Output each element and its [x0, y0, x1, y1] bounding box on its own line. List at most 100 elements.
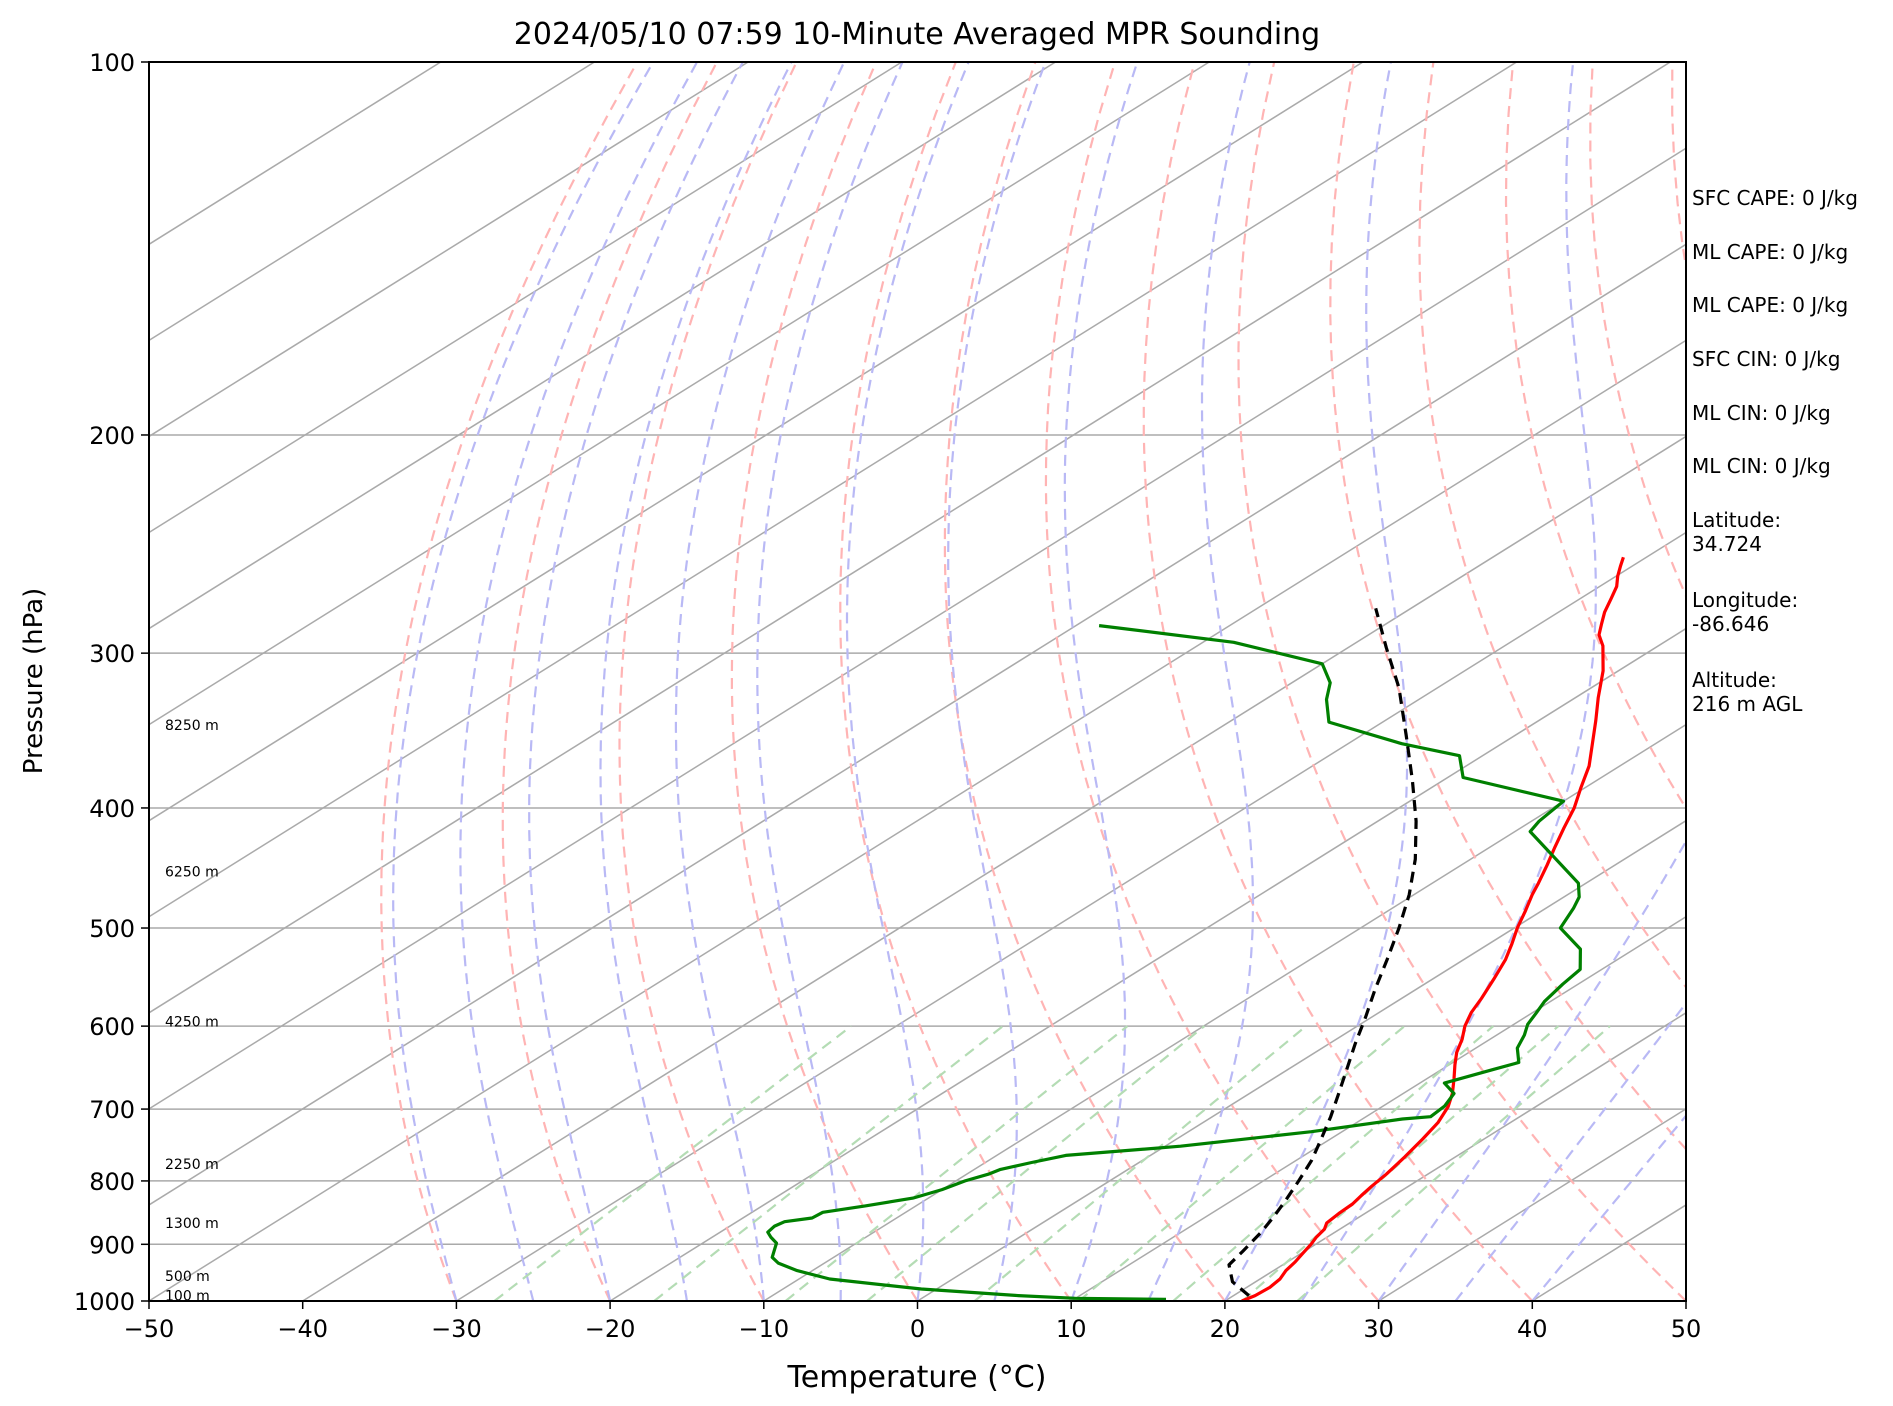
- height-labels: 100 m 500 m 1300 m 2250 m 4250 m 6250 m 8250 m: [165, 718, 219, 1304]
- isotherm-line: [302, 435, 1686, 1301]
- ml-cape-text: ML CAPE: 0 J/kg: [1692, 240, 1849, 264]
- sfc-cin-text: SFC CIN: 0 J/kg: [1692, 347, 1841, 371]
- y-tick-label: 800: [89, 1168, 135, 1196]
- dry-adiabat-line: [943, 62, 1226, 1301]
- isotherm-line: [149, 62, 1056, 630]
- altitude-label: Altitude:: [1692, 668, 1777, 692]
- isotherm-line: [149, 62, 595, 342]
- longitude-label: Longitude:: [1692, 588, 1799, 612]
- moist-adiabat-line: [845, 62, 970, 1301]
- y-tick-label: 500: [89, 915, 135, 943]
- x-tick-label: −20: [585, 1315, 636, 1343]
- x-tick-label: −40: [277, 1315, 328, 1343]
- isotherm-line: [149, 62, 749, 438]
- y-axis-label: Pressure (hPa): [19, 588, 49, 775]
- moist-adiabat-line: [1454, 1001, 1686, 1301]
- dewpoint-profile: [766, 624, 1583, 1301]
- dry-adiabat-line: [501, 62, 718, 1301]
- mixing-ratio-line: [973, 1025, 1307, 1301]
- temperature-profile: [1241, 556, 1625, 1301]
- parcel-profile: [1227, 607, 1418, 1297]
- y-tick-label: 300: [89, 640, 135, 668]
- y-tick-label: 200: [89, 422, 135, 450]
- x-tick-label: 40: [1517, 1315, 1548, 1343]
- isotherm-line: [149, 62, 903, 534]
- height-label: 8250 m: [165, 718, 219, 734]
- height-label: 6250 m: [165, 864, 219, 880]
- mixing-ratio-line: [653, 1025, 1004, 1301]
- moist-adiabat-line: [756, 62, 904, 1301]
- moist-adiabat-line: [1300, 62, 1597, 1301]
- moist-adiabat-line: [459, 62, 699, 1301]
- height-label: 500 m: [165, 1269, 210, 1285]
- latitude-label: Latitude:: [1692, 508, 1782, 532]
- moist-adiabat-line: [599, 62, 793, 1301]
- dry-adiabat-line: [618, 62, 798, 1301]
- dry-adiabat-line: [1044, 62, 1380, 1301]
- mixing-ratio-line: [1296, 1025, 1611, 1301]
- dry-adiabat-line: [1589, 62, 1686, 599]
- isotherm-line: [149, 62, 1364, 822]
- ml-cin-text-2: ML CIN: 0 J/kg: [1692, 454, 1831, 478]
- isotherm-line: [149, 147, 1686, 1110]
- dry-adiabat-line: [1142, 62, 1534, 1301]
- mixing-ratio-line: [493, 1025, 852, 1301]
- height-label: 1300 m: [165, 1216, 219, 1232]
- y-tick-label: 900: [89, 1231, 135, 1259]
- height-label: 100 m: [165, 1289, 210, 1305]
- x-tick-label: 20: [1210, 1315, 1241, 1343]
- x-tick-label: −50: [124, 1315, 175, 1343]
- x-tick-label: −10: [738, 1315, 789, 1343]
- sounding-profiles: [766, 556, 1625, 1301]
- y-tick-label: 600: [89, 1013, 135, 1041]
- isotherm-line: [456, 531, 1686, 1301]
- x-tick-label: 30: [1363, 1315, 1394, 1343]
- dry-adiabat-line: [1418, 62, 1686, 989]
- mixing-ratio-line: [784, 1025, 1129, 1301]
- mixing-ratio-line: [866, 1025, 1206, 1301]
- mixing-ratio-line: [1078, 1025, 1406, 1301]
- isotherm-line: [1224, 1011, 1686, 1301]
- sfc-cape-text: SFC CAPE: 0 J/kg: [1692, 186, 1858, 210]
- x-tick-label: 10: [1056, 1315, 1087, 1343]
- dry-adiabat-line: [380, 62, 639, 1301]
- isotherm-line: [1070, 915, 1686, 1301]
- ml-cin-text: ML CIN: 0 J/kg: [1692, 401, 1831, 425]
- y-tick-label: 1000: [74, 1288, 135, 1316]
- isotherm-line: [763, 723, 1686, 1301]
- moist-adiabat-line: [1531, 1114, 1686, 1301]
- moist-adiabat-line: [392, 62, 655, 1301]
- x-tick-label: 0: [910, 1315, 925, 1343]
- x-tick-label: 50: [1671, 1315, 1702, 1343]
- x-axis-label: Temperature (°C): [787, 1360, 1047, 1395]
- latitude-value: 34.724: [1692, 532, 1762, 556]
- moist-adiabat-line: [947, 62, 1047, 1301]
- longitude-value: -86.646: [1692, 612, 1770, 636]
- chart-title: 2024/05/10 07:59 10-Minute Averaged MPR …: [514, 17, 1320, 52]
- moist-adiabat-line: [1147, 62, 1255, 1301]
- y-tick-label: 400: [89, 795, 135, 823]
- mixing-ratio-line: [1172, 1025, 1495, 1301]
- moist-adiabat-line: [528, 62, 744, 1301]
- isotherm-line: [917, 819, 1686, 1301]
- axis-ticks: −50 −40 −30 −20 −10 0 10 20 30 40 50 100 200 300 400 50…: [74, 49, 1701, 1343]
- moist-adiabat-line: [674, 62, 846, 1301]
- isotherm-line: [149, 62, 1671, 1014]
- y-tick-label: 100: [89, 49, 135, 77]
- isotherm-line: [149, 62, 1210, 726]
- isotherm-line: [149, 62, 1517, 918]
- moist-adiabat-line: [1063, 62, 1139, 1301]
- x-tick-label: −30: [431, 1315, 482, 1343]
- y-tick-label: 700: [89, 1096, 135, 1124]
- height-label: 2250 m: [165, 1157, 219, 1173]
- dry-adiabat-line: [730, 62, 919, 1301]
- dry-adiabat-line: [1237, 62, 1686, 1301]
- dry-adiabat-line: [1504, 62, 1686, 811]
- altitude-value: 216 m AGL: [1692, 692, 1803, 716]
- isotherm-line: [149, 243, 1686, 1206]
- isotherm-line: [149, 339, 1686, 1301]
- dry-adiabat-line: [839, 62, 1073, 1301]
- height-label: 4250 m: [165, 1015, 219, 1031]
- ml-cape-text-2: ML CAPE: 0 J/kg: [1692, 293, 1849, 317]
